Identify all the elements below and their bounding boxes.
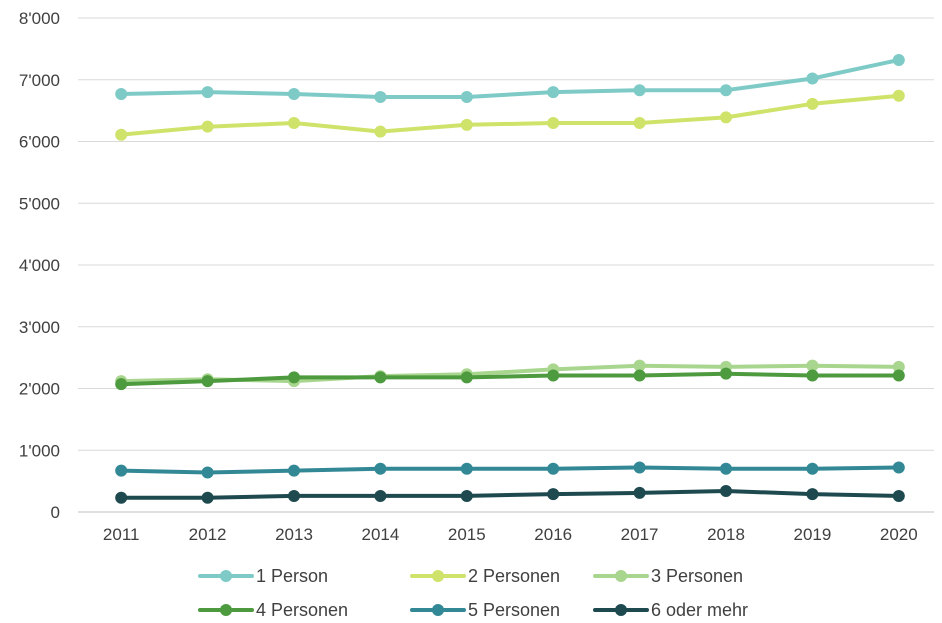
data-point [547, 369, 560, 382]
x-tick-label: 2015 [448, 525, 486, 544]
data-point [633, 359, 646, 372]
x-tick-label: 2013 [275, 525, 313, 544]
data-point [374, 91, 387, 104]
data-point [547, 86, 560, 99]
data-point [633, 369, 646, 382]
data-point [201, 491, 214, 504]
y-axis-ticks: 0 1'000 2'000 3'000 4'000 5'000 6'000 7'000 8'00… [19, 9, 60, 522]
data-point [374, 462, 387, 475]
x-tick-label: 2019 [793, 525, 831, 544]
y-tick-label: 4'000 [19, 256, 60, 275]
data-point [633, 116, 646, 129]
data-point [288, 464, 300, 477]
series-line-6 [119, 489, 901, 500]
data-point [288, 489, 300, 502]
data-point [115, 491, 128, 504]
legend: 1 Person 2 Personen 3 Personen 4 Personen 5 … [198, 566, 748, 620]
data-point [288, 371, 300, 384]
series-line-5 [119, 465, 901, 475]
data-point [201, 86, 214, 99]
data-point [806, 369, 819, 382]
data-point [547, 488, 560, 501]
legend-label: 2 Personen [468, 566, 560, 586]
data-point [374, 489, 387, 502]
data-point [115, 128, 128, 141]
y-tick-label: 2'000 [19, 380, 60, 399]
data-point [633, 84, 646, 97]
data-point [374, 371, 387, 384]
y-tick-label: 5'000 [19, 194, 60, 213]
x-tick-label: 2017 [621, 525, 659, 544]
data-point [201, 466, 214, 479]
data-point [806, 359, 819, 372]
series-line-4 [119, 371, 901, 387]
legend-swatch-marker [615, 604, 627, 616]
legend-swatch-marker [432, 604, 444, 616]
series-line-2 [119, 93, 901, 137]
legend-label: 1 Person [256, 566, 328, 586]
data-point [892, 489, 905, 502]
x-tick-label: 2011 [103, 525, 140, 544]
data-point [115, 464, 128, 477]
data-point [806, 72, 819, 85]
y-tick-label: 8'000 [19, 9, 60, 28]
x-tick-label: 2014 [361, 525, 399, 544]
data-point [720, 111, 732, 124]
data-point [460, 489, 473, 502]
y-tick-label: 0 [51, 503, 60, 522]
legend-label: 4 Personen [256, 600, 348, 620]
legend-swatch-marker [220, 570, 232, 582]
series-group [115, 53, 905, 504]
data-point [547, 116, 560, 129]
data-point [892, 369, 905, 382]
data-point [892, 89, 905, 102]
legend-swatch-marker [220, 604, 232, 616]
data-point [547, 462, 560, 475]
data-point [720, 367, 732, 380]
legend-label: 6 oder mehr [651, 600, 748, 620]
data-point [288, 116, 300, 129]
x-tick-label: 2016 [534, 525, 572, 544]
data-point [288, 87, 300, 100]
data-point [460, 91, 473, 104]
data-point [115, 87, 128, 100]
data-point [460, 371, 473, 384]
x-tick-label: 2018 [707, 525, 745, 544]
data-point [720, 84, 732, 97]
data-point [720, 462, 732, 475]
data-point [460, 118, 473, 131]
data-point [806, 488, 819, 501]
series-line-1 [119, 58, 901, 99]
data-point [115, 378, 128, 391]
x-axis-ticks: 2011 2012 2013 2014 2015 2016 2017 2018 2019 2020 [103, 525, 918, 544]
y-tick-label: 7'000 [19, 71, 60, 90]
data-point [892, 461, 905, 474]
legend-swatch-marker [615, 570, 627, 582]
x-tick-label: 2020 [880, 525, 918, 544]
data-point [892, 360, 905, 373]
data-point [806, 97, 819, 110]
legend-label: 5 Personen [468, 600, 560, 620]
gridlines [78, 17, 934, 513]
data-point [374, 125, 387, 138]
y-tick-label: 1'000 [19, 441, 60, 460]
data-point [892, 53, 905, 66]
data-point [201, 120, 214, 133]
legend-swatch-marker [432, 570, 444, 582]
y-tick-label: 6'000 [19, 133, 60, 152]
legend-label: 3 Personen [651, 566, 743, 586]
y-tick-label: 3'000 [19, 318, 60, 337]
data-point [720, 485, 732, 498]
data-point [633, 486, 646, 499]
data-point [633, 461, 646, 474]
data-point [201, 375, 214, 388]
data-point [806, 462, 819, 475]
data-point [460, 462, 473, 475]
x-tick-label: 2012 [189, 525, 227, 544]
